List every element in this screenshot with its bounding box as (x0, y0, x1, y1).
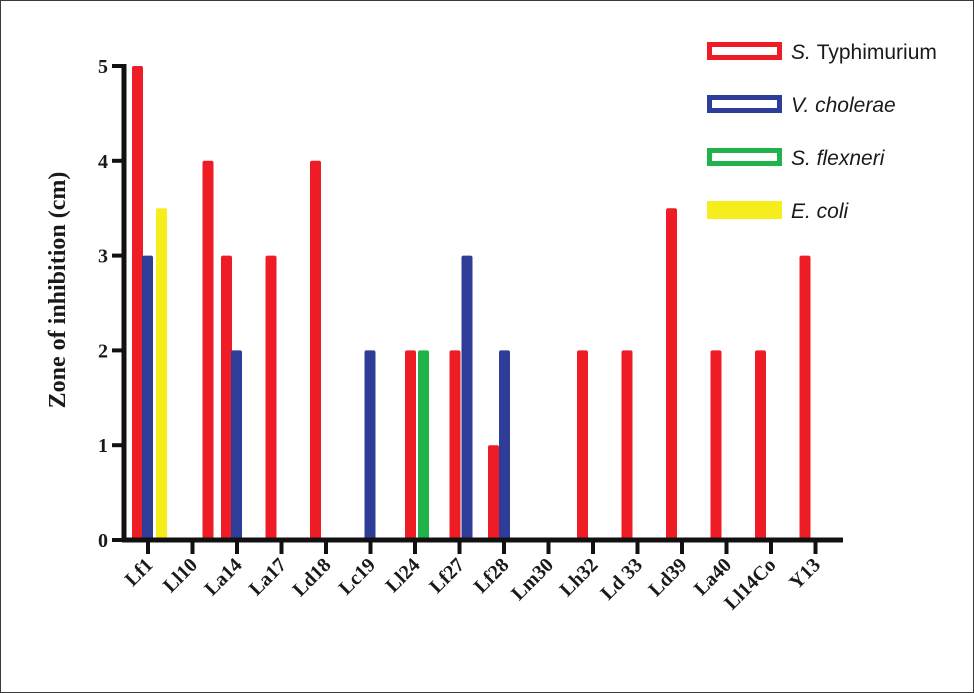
bar-s-typhimurium-y13 (799, 255, 811, 540)
bar-s-typhimurium-ld-33 (621, 350, 633, 540)
x-tick-label-y13: Y13 (785, 554, 825, 594)
y-tick-label-1: 1 (98, 435, 108, 457)
legend: S. Typhimurium V. cholerae S. flexneri E. c… (707, 41, 937, 223)
x-tick-label-lf28: Lf28 (470, 554, 514, 598)
bar-s-typhimurium-la14 (221, 255, 232, 540)
x-tick-label-lf1: Lf1 (121, 554, 158, 591)
bar-s-typhimurium-la40 (710, 350, 722, 540)
bar-v-cholerae-la14 (231, 350, 242, 540)
bar-s-flexneri-ll24 (418, 350, 429, 540)
bar-v-cholerae-lf27 (461, 255, 473, 540)
bar-s-typhimurium-ll24 (405, 350, 416, 540)
x-tick-label-ld-33: Ld 33 (596, 554, 647, 605)
y-tick-label-2: 2 (98, 340, 108, 362)
bar-s-typhimurium-lf27 (449, 350, 461, 540)
legend-label-v-cholerae: V. cholerae (791, 94, 896, 117)
y-tick-label-5: 5 (98, 56, 108, 78)
y-tick-label-4: 4 (98, 151, 108, 173)
legend-label-e-coli: E. coli (791, 200, 850, 223)
bar-s-typhimurium-lh32 (577, 350, 588, 540)
bar-v-cholerae-lf1 (142, 255, 153, 540)
bar-e-coli-lf1 (156, 208, 167, 540)
bar-v-cholerae-lc19 (364, 350, 376, 540)
bar-v-cholerae-lf28 (499, 350, 510, 540)
y-tick-label-3: 3 (98, 246, 108, 268)
y-tick-label-0: 0 (98, 530, 108, 552)
bar-s-typhimurium-ll10 (202, 160, 214, 541)
axes-layer (121, 64, 843, 543)
bars-layer (132, 66, 811, 541)
bar-s-typhimurium-ll14co (755, 350, 766, 540)
x-tick-label-lh32: Lh32 (556, 554, 603, 601)
x-tick-label-lf27: Lf27 (425, 554, 469, 598)
x-tick-label-la14: La14 (200, 554, 246, 600)
x-tick-label-la17: La17 (245, 554, 291, 600)
x-tick-label-lc19: Lc19 (335, 554, 380, 599)
x-tick-label-ld39: Ld39 (645, 554, 692, 601)
x-tick-label-ll10: Ll10 (159, 554, 202, 597)
x-tick-label-lm30: Lm30 (507, 554, 558, 605)
bar-s-typhimurium-la17 (265, 255, 277, 540)
legend-label-s-flexneri: S. flexneri (791, 147, 886, 170)
legend-label-s-typhimurium: S. Typhimurium (791, 41, 937, 64)
y-axis-label: Zone of inhibition (cm) (45, 172, 71, 409)
bar-s-typhimurium-ld39 (666, 208, 677, 540)
x-tick-label-ld18: Ld18 (289, 554, 336, 601)
bar-s-typhimurium-lf1 (132, 66, 143, 540)
legend-swatch-s-flexneri (707, 148, 782, 166)
x-tick-label-ll24: Ll24 (381, 554, 424, 597)
legend-swatch-v-cholerae (707, 95, 782, 113)
bar-s-typhimurium-lf28 (488, 445, 499, 540)
bar-s-typhimurium-ld18 (310, 160, 321, 541)
y-ticks-layer: 0 1 2 3 4 5 (98, 56, 124, 552)
legend-swatch-e-coli (707, 201, 782, 219)
legend-swatch-s-typhimurium (707, 42, 782, 60)
